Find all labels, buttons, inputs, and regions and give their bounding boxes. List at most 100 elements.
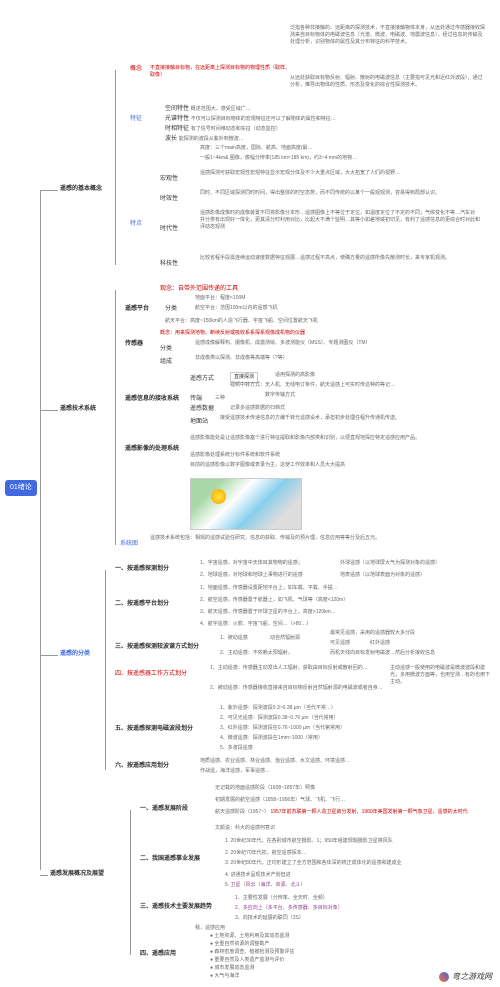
b4-s4-b1: ● 土地资源、土地利用及其动态监测 [210,933,289,940]
b2-cgq-fenlei: 分类 [160,345,172,353]
l-b2 [40,410,58,411]
b2-clxt-i1: 遥感影像能处是让遥感影像塞个进行特征提取和影像内部类和识别，以便直观地探应特定遥… [190,435,420,442]
b4-s4-b4: ● 重要自然及人类遗产监测与评价 [210,957,284,964]
b2-pd-hangtian: 航天平台：高度~150km的人造飞行器、宇宙飞船、空间位置航天飞机 [165,318,318,325]
b4-s4-b2: ● 全重自然资源的调整勘产 [210,941,269,948]
main-vline [40,190,41,870]
b2-xtt-t: 遥感技术系统包括：相观的遥感试验任研究、信息的获取、传输及的预片理，信息应用等等… [150,535,380,542]
b4-s4-b0: 我，遥感应用 [195,925,225,932]
b3-cat2: 二、按遥感平台划分 [115,600,169,608]
b1-vline [115,70,116,265]
b3-c3-i1s2: 可见遥感 [330,640,350,647]
b3-c6-t2: 作战遥，海洋遥感，军事遥感… [200,768,270,775]
b3-c1-i1: 1、宇宙遥感，对宇宙中天体目其物物的遥感； [200,560,303,567]
b4-s1-i2: 初期发展的航空遥感（1858~1956年）气球、飞机、飞行… [215,797,345,804]
b3-c3-i1: 1、被动遥感 [220,635,248,642]
b4-s3-i1b: 2、多应向上（多平台、多传感器、多目标对象） [235,905,343,912]
b1-t-guangpu: 光谱特性 不仅可以探测目标物体的宏观特征还可以了解物体的属性和特征… [165,115,336,123]
b4-s3-i1c: 3、向技术的延展的联同（3S） [235,915,304,922]
b3-c3-i2: 2、主动遥感：不依赖太阳辐射， [220,650,293,657]
branch1-title: 遥感的基本概念 [60,185,102,193]
b3-c2-i2: 2、航空遥感，传感器置于航器上，如飞机、气球等（高度<120m） [200,597,348,604]
b4-s4-b5: ● 城市发展动态监测 [210,965,254,972]
b4-s2-i4: 4. 进通技术呈现技术产划但进 [225,872,291,879]
b4-s1-i3: 航天遥感阶段（1957~） 1957年前苏联第一颗人造卫星叙分发射，1960年美… [215,809,468,816]
b2-jsxt-sub2: 视频中转方式：无人机、无线电订条件，航天遥感上可实时传这种的等记… [230,382,395,389]
b3-c5-i4: 4、微波遥感：探测波段在1mm~1000（常用） [220,735,323,742]
b1-t-fenbianli: 高度：三个main高度，国际、航高、地面高度(最… [200,145,313,152]
b4-vline [130,810,131,955]
l-b3 [40,655,58,656]
b2-xtt: 系统图 [120,540,138,548]
b2-rednote: 观念：自带外范围传递的工具 [160,285,238,293]
b4-s2-i3: 3. 20世纪80年代，正均形建立了全方范围和各体深的统正成体化的遥感和建成业 [225,860,402,867]
b4-s3-i1a: 1、主要性发展（分辨率、全天时、全频） [235,895,328,902]
b2-jsxt-sub1t: 适用探测的高影像 [275,372,315,379]
b2-cgq-red: 概念：用来探测地物、断续反射或吸收系系探系观像成机物的仪器 [160,330,305,337]
b1-t2-shidai-t: 遥感影像成像时的成像装置不同将影像分本形…遥感图像上不等位于定位，如温度定位了不… [200,210,480,231]
watermark: 弯之游戏网 [439,971,492,982]
b3-c3-i1s3: 红外遥感 [370,640,390,647]
b1-t2-hongguang-t: 遥感探测可获取宏观性宏观特征显示宏观分体及不少大重点区域，大大拓宽了人们的视野… [200,170,400,177]
b2-jsxt-jsz-t: 记录多遥感数据的归档式 [230,405,285,412]
b3-c1-s2: 地表遥感（以地球表面为对象的遥感） [340,572,425,579]
b3-c4-i2: 2、被动遥感：传感器接收直接来自目标物反射自然辐射源的电磁波或者自身… [210,685,383,692]
b1-t-shixiang: 时相特征 有了信号时间维动态和实征（动态监控） [165,125,281,133]
b1-tedian2: 特点 [130,220,142,228]
b4-sec4: 四、遥感应用 [140,950,176,958]
b2-pd-dimian: 地面平台：程度<100M [195,295,245,302]
b1-t2-shishi: 时效性 [160,195,178,203]
b2-cgq-t2: 非成像类以探测、非成像等高端等（?等） [195,355,288,362]
b1-t-konjian: 空间特性 概述范围大、感受区域广… [165,105,251,113]
branch2-title: 遥感技术系统 [60,405,96,413]
b3-c2-i3: 3、航天遥感，传感器置于环球卫星的平台上，高度>120km… [200,609,336,616]
b4-sec2: 二、我国遥感事业发展 [140,855,200,863]
b3-c1-s1: 外球遥感（以地球屏大气为探测对象的遥感） [340,560,440,567]
b3-c2-i4: 4、航宇遥感：火箭、宇宙飞船、空间…（>80…） [200,621,311,628]
b2-jsxt-cd: 传端 [190,395,202,403]
b4-sec3: 三、遥感技术主要发展趋势 [140,903,212,911]
b3-c3-i2t: 而机天线向目标发射电磁波…然后分析接收信息 [330,650,435,657]
b2-jsxt-jsz: 遥感数据 [190,405,214,413]
root-node: 01绪论 [5,480,37,496]
b1-tedian: 特征 [130,115,142,123]
branch4-title: 遥感发展概况及展望 [50,870,104,878]
b4-s1-i1: 无记载的地面遥感阶段（1608~1857年）照像 [215,785,315,792]
b3-c5-i3: 3、红外遥感：探测波段在0.76~1000 µm（当代第常用） [220,725,345,732]
b2-jsxt: 遥感信息的接收系统 [125,395,179,403]
b4-sec1: 一、遥感发展阶段 [140,805,188,813]
b3-c6-t1: 地质遥感、农业遥感、林业遥感、渔业遥感、水文遥感、环境遥感… [200,758,350,765]
b1-t2-shidai: 时代性 [160,225,178,233]
b3-c4-sub: 主动遥感一般使用的电磁波是微波波段和激光，多用微波方面等，也用空测…有的也用下主… [390,665,490,686]
b2-jsxt-dmz-t: 接受遥感技术传递信息的方编千转光遥感设术，承担初步处理任程升传通机传送。 [220,415,400,422]
b1-xiayi: 从远处获取目标物反射、辐射、散射的电磁波信息（主要指可见光和近红外波段），通过分… [290,75,485,89]
b2-jsxt-sub2b: 数字传输方式 [265,392,295,399]
b2-jsxt-cd-s: 三种 [215,395,225,402]
b4-s1-i4: 文颜说：科大的遥感何意识 [215,825,275,832]
b3-cat1: 一、按遥感探测划分 [115,565,169,573]
b2-jsxt-dmz: 地面站 [190,418,208,426]
branch3-title: 遥感的分类 [60,650,90,658]
b2-pd-hangkong: 航空平台：范围100m以内的遥感飞机 [195,305,278,312]
b1-t-bochang: 波长 能探测的波段从紫外到微波… [165,135,244,143]
b3-c5-i2: 2、可见光遥感：探测波段0.38~0.76 µm（当代常用） [220,715,339,722]
b1-t2-kexing: 科技性 [160,260,178,268]
b2-cgq-zuc-zucheng: 组成 [160,358,172,366]
b3-c2-i1: 1、地面遥感，传感器设置距地平台上，如车载、平载、手提… [200,585,338,592]
b3-cat3: 三、按遥感探测较波谱方式划分 [115,643,199,651]
b1-t2-kexing-t: 比较省程手段需连续运动速度数据特征观展…遥感过程不高点，使确方量的遥感所像先散测… [200,255,450,262]
b1-t-qita: 一般1~4km& 图像，像幅分辨率(185 km×185 km)，约3~4 mm… [200,155,357,162]
b3-c5-i5: 5、多波段遥感 [220,745,253,752]
b1-t2-shishi-t: 同时、不同区域探测同时时间，得出整体的时空态势，而不同传统的以某个一般观观测，容… [200,190,440,197]
b2-jsxt-fangshi: 遥感方式 [190,375,214,383]
b3-vline [105,570,106,770]
b3-cat6: 六、按遥感应用划分 [115,762,169,770]
b2-clxt: 遥感影像的处理系统 [125,445,179,453]
l-b4 [40,875,48,876]
b4-s4-b6: ● 大气与海洋 [210,973,239,980]
b4-s2-i5: 5. 卫星（风云（海洋、资源、北斗） [225,882,306,889]
b3-c3-i1s1: 最常见遥感，采用的遥感器较大多分段 [330,630,415,637]
b2-cgq-t1: 遥感成像解释构、摄像机、成激测绘、多波测能仪（MSS）、专题测图仪（TM） [195,340,371,347]
b1-guangyi: 泛指各种非接触的、远距离的探测技术，不直接接触物体本身，从远处通过传感器接收探测… [290,25,485,46]
b3-c3-i1t: 动自然辐射源 [270,635,300,642]
